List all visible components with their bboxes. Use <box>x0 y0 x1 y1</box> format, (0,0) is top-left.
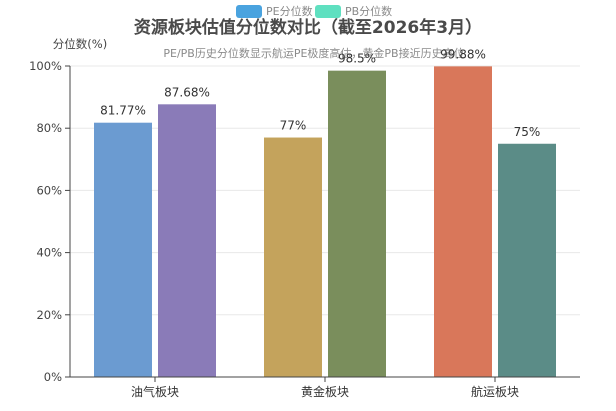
legend-label-pe[interactable]: PE分位数 <box>266 4 313 18</box>
y-axis-label: 分位数(%) <box>53 37 107 51</box>
bars <box>94 66 556 378</box>
gridlines <box>70 65 580 316</box>
data-label: 87.68% <box>164 85 210 99</box>
data-label: 77% <box>280 119 307 133</box>
y-tick-label: 20% <box>36 308 62 322</box>
bar[interactable] <box>434 66 492 377</box>
legend-swatch-pb[interactable] <box>315 5 341 18</box>
x-axis-ticks: 油气板块 黄金板块 航运板块 <box>131 377 519 399</box>
data-label: 99.88% <box>440 47 486 61</box>
bar[interactable] <box>158 104 216 378</box>
y-axis-ticks: 0% 20% 40% 60% 80% 100% <box>29 59 70 384</box>
y-tick-label: 40% <box>36 246 62 260</box>
y-tick-label: 80% <box>36 121 62 135</box>
chart-title: 资源板块估值分位数对比（截至2026年3月） <box>134 17 482 38</box>
x-tick-label: 黄金板块 <box>301 384 349 399</box>
legend-label-pb[interactable]: PB分位数 <box>345 4 392 18</box>
bar[interactable] <box>328 70 386 377</box>
y-tick-label: 0% <box>44 370 62 384</box>
bar[interactable] <box>498 143 556 377</box>
legend-swatch-pe[interactable] <box>236 5 262 18</box>
legend: PE分位数 PB分位数 <box>236 4 392 18</box>
x-tick-label: 航运板块 <box>471 384 519 399</box>
x-tick-label: 油气板块 <box>131 384 179 399</box>
data-label: 75% <box>514 125 541 139</box>
bar[interactable] <box>94 122 152 377</box>
bar[interactable] <box>264 137 322 377</box>
data-label: 81.77% <box>100 104 146 118</box>
y-tick-label: 60% <box>36 183 62 197</box>
data-labels: 81.77% 87.68% 77% 98.5% 99.88% 75% <box>100 47 540 138</box>
data-label: 98.5% <box>338 52 376 66</box>
y-tick-label: 100% <box>29 59 62 73</box>
chart-subtitle: PE/PB历史分位数显示航运PE极度高估，黄金PB接近历史高位 <box>163 46 464 60</box>
